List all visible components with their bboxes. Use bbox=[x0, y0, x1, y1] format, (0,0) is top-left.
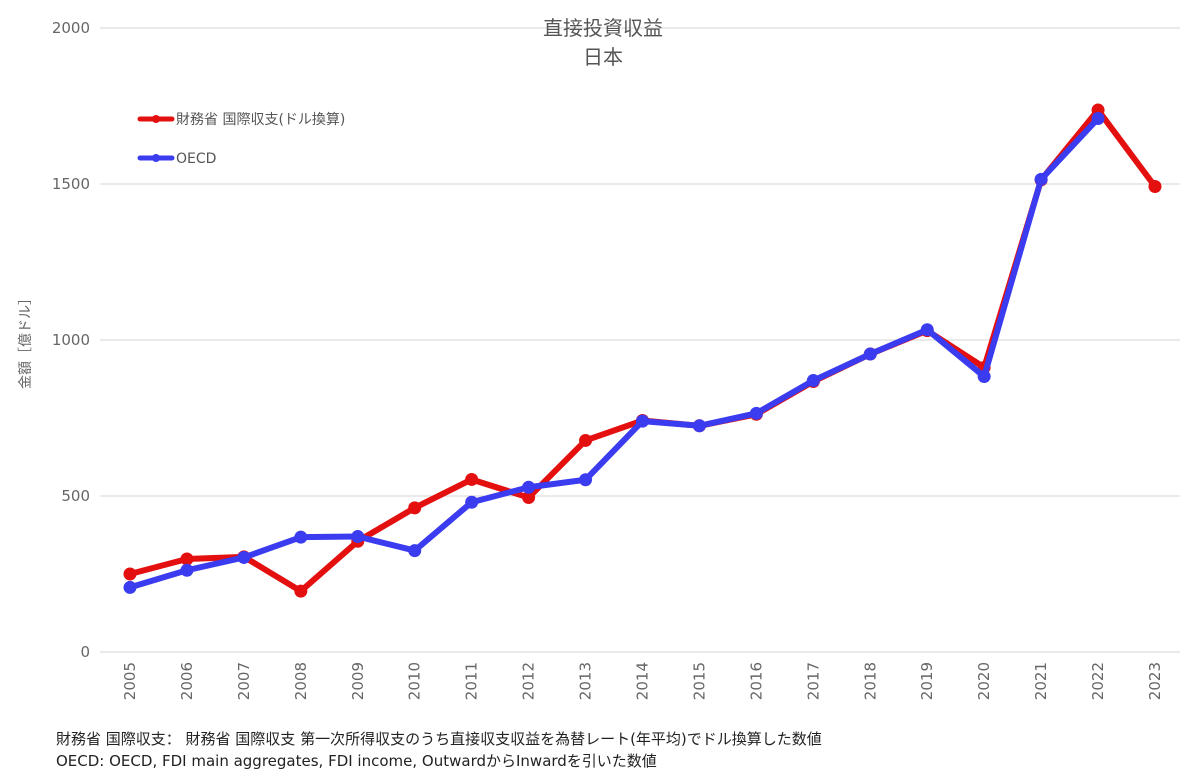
point-0-2023 bbox=[1148, 179, 1162, 193]
point-1-2014 bbox=[636, 414, 649, 428]
x-tick-2021: 2021 bbox=[1032, 662, 1050, 700]
x-tick-2019: 2019 bbox=[918, 662, 936, 700]
point-1-2018 bbox=[863, 347, 877, 361]
y-tick-labels: 0 500 1000 1500 2000 bbox=[52, 19, 90, 661]
x-tick-2010: 2010 bbox=[406, 662, 424, 700]
footnote-oecd: OECD: OECD, FDI main aggregates, FDI inc… bbox=[56, 752, 657, 770]
point-1-2012 bbox=[522, 480, 536, 494]
series-1 bbox=[123, 111, 1105, 594]
x-tick-2005: 2005 bbox=[121, 662, 139, 700]
x-tick-labels: 2005 2006 2007 2008 2009 2010 2011 2012 2013 2014… bbox=[121, 662, 1164, 700]
point-1-2015 bbox=[692, 419, 706, 433]
point-0-2008 bbox=[294, 584, 308, 598]
x-tick-2015: 2015 bbox=[690, 662, 708, 700]
series-layer bbox=[123, 103, 1162, 598]
y-axis-label: 金額［億ドル］ bbox=[18, 291, 34, 389]
x-tick-2023: 2023 bbox=[1146, 662, 1164, 700]
x-tick-2007: 2007 bbox=[235, 662, 253, 700]
point-0-2010 bbox=[408, 501, 422, 515]
legend: 財務省 国際収支(ドル換算) OECD bbox=[137, 112, 345, 167]
legend-label-oecd: OECD bbox=[176, 151, 216, 167]
legend-label-mof: 財務省 国際収支(ドル換算) bbox=[176, 112, 345, 128]
point-1-2013 bbox=[579, 473, 593, 487]
point-0-2006 bbox=[180, 552, 194, 566]
x-tick-2009: 2009 bbox=[349, 662, 367, 700]
point-0-2012 bbox=[522, 491, 536, 505]
point-1-2010 bbox=[408, 544, 422, 558]
series-0 bbox=[123, 103, 1162, 598]
x-tick-2018: 2018 bbox=[861, 662, 879, 700]
point-1-2016 bbox=[749, 406, 763, 420]
point-1-2007 bbox=[237, 550, 251, 564]
point-1-2021 bbox=[1034, 172, 1048, 186]
y-tick-0: 0 bbox=[80, 643, 90, 661]
x-tick-2006: 2006 bbox=[178, 662, 196, 700]
point-1-2017 bbox=[806, 374, 820, 388]
x-tick-2012: 2012 bbox=[520, 662, 538, 700]
series-line-1 bbox=[127, 115, 1102, 591]
point-1-2022 bbox=[1091, 111, 1105, 125]
series-line-0 bbox=[127, 107, 1158, 595]
x-tick-2017: 2017 bbox=[804, 662, 822, 700]
point-1-2011 bbox=[465, 495, 479, 509]
y-tick-1000: 1000 bbox=[52, 331, 90, 349]
x-tick-2020: 2020 bbox=[975, 662, 993, 700]
x-tick-2013: 2013 bbox=[577, 662, 595, 700]
point-1-2019 bbox=[920, 323, 934, 337]
legend-marker-oecd bbox=[152, 154, 160, 162]
point-1-2009 bbox=[351, 530, 365, 544]
point-1-2008 bbox=[294, 530, 308, 544]
point-1-2020 bbox=[977, 370, 991, 384]
x-tick-2016: 2016 bbox=[747, 662, 765, 700]
point-1-2006 bbox=[180, 563, 194, 577]
point-0-2013 bbox=[579, 433, 593, 447]
gridlines bbox=[100, 27, 1180, 653]
legend-marker-mof bbox=[152, 115, 160, 123]
chart-title: 直接投資収益 bbox=[543, 16, 663, 40]
point-1-2005 bbox=[123, 580, 137, 594]
x-tick-2014: 2014 bbox=[634, 662, 652, 700]
x-tick-2022: 2022 bbox=[1089, 662, 1107, 700]
point-0-2011 bbox=[465, 472, 479, 486]
point-0-2005 bbox=[123, 567, 137, 581]
y-tick-1500: 1500 bbox=[52, 175, 90, 193]
x-tick-2011: 2011 bbox=[463, 662, 481, 700]
y-tick-500: 500 bbox=[61, 487, 90, 505]
y-tick-2000: 2000 bbox=[52, 19, 90, 37]
chart-subtitle: 日本 bbox=[583, 45, 623, 69]
footnote-mof: 財務省 国際収支： 財務省 国際収支 第一次所得収支のうち直接収支収益を為替レー… bbox=[56, 730, 822, 748]
x-tick-2008: 2008 bbox=[292, 662, 310, 700]
